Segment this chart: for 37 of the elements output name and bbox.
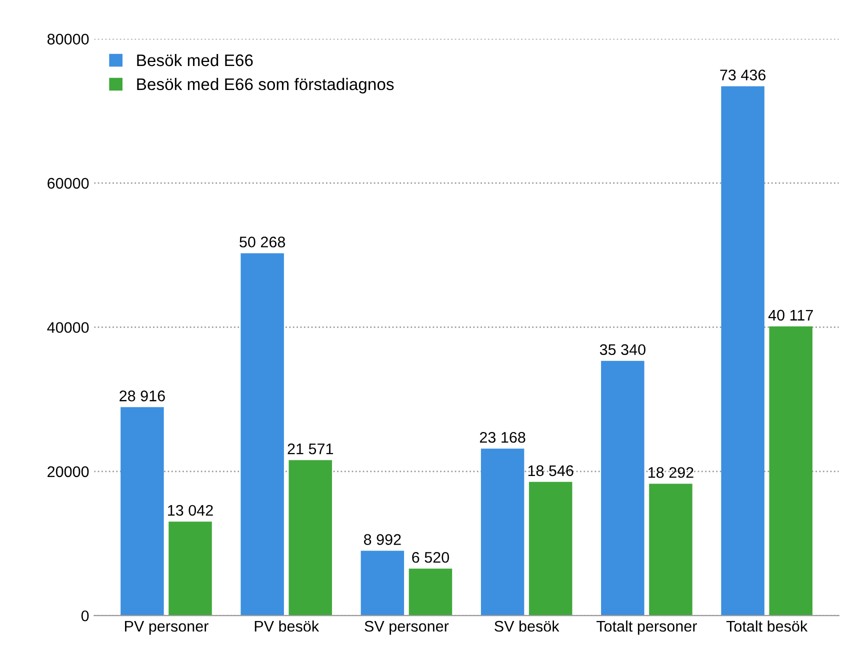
bar: [120, 407, 164, 616]
bar: [288, 460, 332, 616]
y-tick-label: 40000: [47, 322, 89, 333]
y-tick-label: 80000: [47, 34, 89, 45]
x-tick-label: PV personer: [125, 621, 208, 635]
data-label: 28 916: [120, 390, 165, 402]
x-tick-label: SV personer: [364, 620, 449, 635]
x-tick-label: SV besök: [494, 620, 560, 632]
legend-label: Besök med E66 som förstadiagnos: [137, 78, 394, 94]
data-label: 13 042: [168, 504, 213, 516]
data-label: 73 436: [720, 70, 766, 80]
data-label: 50 268: [240, 236, 286, 248]
data-label: 6 520: [412, 552, 450, 563]
bar: [168, 522, 212, 616]
x-tick-label: Totalt personer: [596, 620, 697, 635]
y-tick-label: 0: [81, 610, 89, 622]
y-tick-label: 60000: [48, 178, 89, 189]
x-tick-label: Totalt besök: [726, 620, 808, 632]
bar: [721, 86, 764, 616]
bar: [769, 326, 812, 616]
data-label: 40 117: [768, 310, 813, 321]
bar: [240, 253, 284, 616]
data-label: 23 168: [480, 432, 526, 443]
bar: [528, 482, 572, 616]
data-label: 18 292: [648, 467, 694, 478]
x-tick-label: PV besök: [254, 620, 320, 632]
data-label: 21 571: [288, 443, 333, 454]
data-label: 18 546: [528, 465, 574, 476]
data-label: 8 992: [364, 534, 401, 545]
bar: [480, 448, 524, 616]
bar: [360, 550, 404, 616]
y-tick-label: 20000: [48, 466, 89, 478]
bar: [649, 484, 692, 616]
bar: [601, 360, 644, 616]
bar: [408, 568, 452, 616]
legend-label: Besök med E66: [137, 54, 253, 66]
data-label: 35 340: [600, 344, 646, 356]
